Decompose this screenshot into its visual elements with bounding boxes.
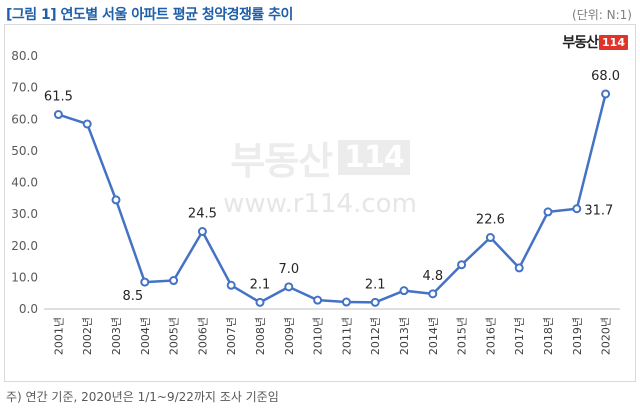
footnote: 주) 연간 기준, 2020년은 1/1~9/22까지 조사 기준임: [6, 390, 279, 404]
data-label: 7.0: [278, 262, 299, 277]
x-tick-label: 2020년: [600, 317, 613, 355]
data-label: 22.6: [476, 213, 505, 228]
y-tick-label: 60.0: [11, 112, 38, 126]
data-label: 24.5: [188, 207, 217, 222]
x-tick-label: 2016년: [484, 317, 497, 355]
data-point: [601, 89, 611, 99]
data-label: 2.1: [365, 277, 386, 292]
data-label: 4.8: [422, 269, 443, 284]
y-tick-label: 70.0: [11, 81, 38, 95]
data-point: [169, 276, 179, 286]
series-line: [58, 93, 607, 304]
x-tick-label: 2001년: [52, 317, 65, 355]
data-point: [543, 207, 553, 217]
data-point: [399, 286, 409, 296]
x-tick-label: 2019년: [571, 317, 584, 355]
chart-title: [그림 1] 연도별 서울 아파트 평균 청약경쟁률 추이: [6, 7, 293, 23]
y-tick-label: 50.0: [11, 144, 38, 158]
x-tick-label: 2006년: [196, 317, 209, 355]
x-tick-label: 2011년: [340, 317, 353, 355]
line-chart: 0.0 10.0 20.0 30.0 40.0 50.0 60.0 70.0 80.0 2001년…: [11, 49, 620, 355]
x-tick-label: 2010년: [312, 317, 325, 355]
data-point: [226, 280, 236, 290]
data-point: [197, 227, 207, 237]
data-point: [140, 277, 150, 287]
x-tick-label: 2018년: [542, 317, 555, 355]
data-point: [255, 297, 265, 307]
x-tick-label: 2014년: [427, 317, 440, 355]
data-label: 61.5: [44, 90, 73, 105]
y-tick-label: 10.0: [11, 270, 38, 284]
x-tick-label: 2017년: [513, 317, 526, 355]
data-label: 31.7: [584, 204, 613, 219]
watermark: 부동산 114 www.r114.com: [190, 130, 450, 219]
logo-text: 부동산: [562, 35, 599, 51]
data-point: [370, 297, 380, 307]
x-tick-label: 2012년: [369, 317, 382, 355]
x-tick-label: 2002년: [81, 317, 94, 355]
x-tick-label: 2008년: [254, 317, 267, 355]
watermark-url: www.r114.com: [223, 189, 417, 219]
x-tick-label: 2005년: [168, 317, 181, 355]
data-point: [313, 295, 323, 305]
x-tick-label: 2009년: [283, 317, 296, 355]
y-tick-label: 80.0: [11, 49, 38, 63]
data-label: 68.0: [591, 69, 620, 84]
brand-logo: 부동산 114: [562, 32, 628, 52]
data-point: [53, 110, 63, 120]
data-point: [111, 195, 121, 205]
y-tick-label: 20.0: [11, 239, 38, 253]
data-point: [457, 260, 467, 270]
logo-box: 114: [599, 34, 628, 50]
x-tick-label: 2013년: [398, 317, 411, 355]
data-label: 8.5: [122, 289, 143, 304]
watermark-box: 114: [338, 140, 410, 175]
x-tick-label: 2007년: [225, 317, 238, 355]
x-tick-label: 2004년: [139, 317, 152, 355]
data-point: [284, 282, 294, 292]
data-point: [514, 263, 524, 273]
x-tick-label: 2003년: [110, 317, 123, 355]
data-point: [82, 119, 92, 129]
data-label: 2.1: [250, 277, 271, 292]
y-tick-label: 30.0: [11, 207, 38, 221]
y-tick-label: 0.0: [19, 302, 38, 316]
watermark-brand: 부동산: [230, 139, 333, 183]
data-point: [485, 233, 495, 243]
data-point: [341, 297, 351, 307]
data-point: [572, 204, 582, 214]
y-tick-label: 40.0: [11, 176, 38, 190]
data-point: [428, 289, 438, 299]
x-tick-label: 2015년: [456, 317, 469, 355]
unit-label: (단위: N:1): [572, 8, 632, 22]
chart-frame: [4, 24, 636, 382]
